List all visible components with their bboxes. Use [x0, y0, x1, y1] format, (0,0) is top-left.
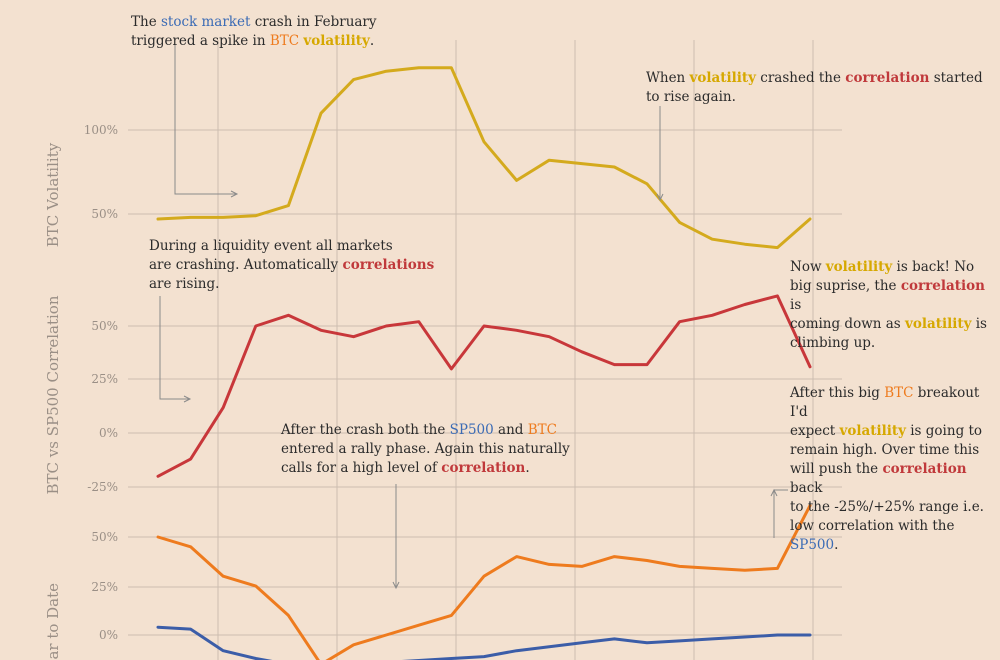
arrow-head-rally [392, 581, 400, 590]
arrow-head-volatility-crash [656, 193, 664, 202]
annotation-volatility-back: Now volatility is back! No big suprise, … [790, 259, 987, 351]
arrow-head-stock-crash [230, 190, 239, 198]
y-tick-label: 0% [99, 426, 118, 440]
annotation-volatility-crash: When volatility crashed the correlation … [646, 70, 983, 105]
series-line-p3-1 [156, 504, 812, 660]
y-tick-label: 100% [84, 123, 118, 137]
y-tick-label: -25% [87, 480, 118, 494]
y-tick-label: 25% [91, 372, 118, 386]
arrow-head-liquidity [183, 395, 192, 403]
y-tick-label: 50% [91, 530, 118, 544]
series-line-p2-1 [156, 294, 812, 478]
y-axis-label: Year to Date [44, 583, 62, 660]
annotation-rally-phase: After the crash both the SP500 and BTC e… [281, 422, 570, 476]
arrow-stock-crash [174, 45, 237, 195]
series-line-p3-2 [156, 625, 812, 660]
y-axis-label: BTC Volatility [44, 142, 62, 247]
arrow-breakout [773, 489, 788, 538]
series-line-p1-1 [156, 66, 812, 250]
annotation-btc-breakout: After this big BTC breakout I'd expect v… [790, 385, 984, 553]
y-tick-label: 25% [91, 580, 118, 594]
y-tick-label: 0% [99, 628, 118, 642]
arrow-liquidity [159, 296, 190, 400]
y-tick-label: 50% [91, 207, 118, 221]
annotation-stock-crash: The stock market crash in February trigg… [131, 14, 377, 49]
y-tick-label: 50% [91, 319, 118, 333]
y-axis-label: BTC vs SP500 Correlation [44, 295, 62, 494]
arrow-head-breakout [770, 488, 778, 497]
annotation-liquidity-event: During a liquidity event all markets are… [149, 238, 435, 292]
